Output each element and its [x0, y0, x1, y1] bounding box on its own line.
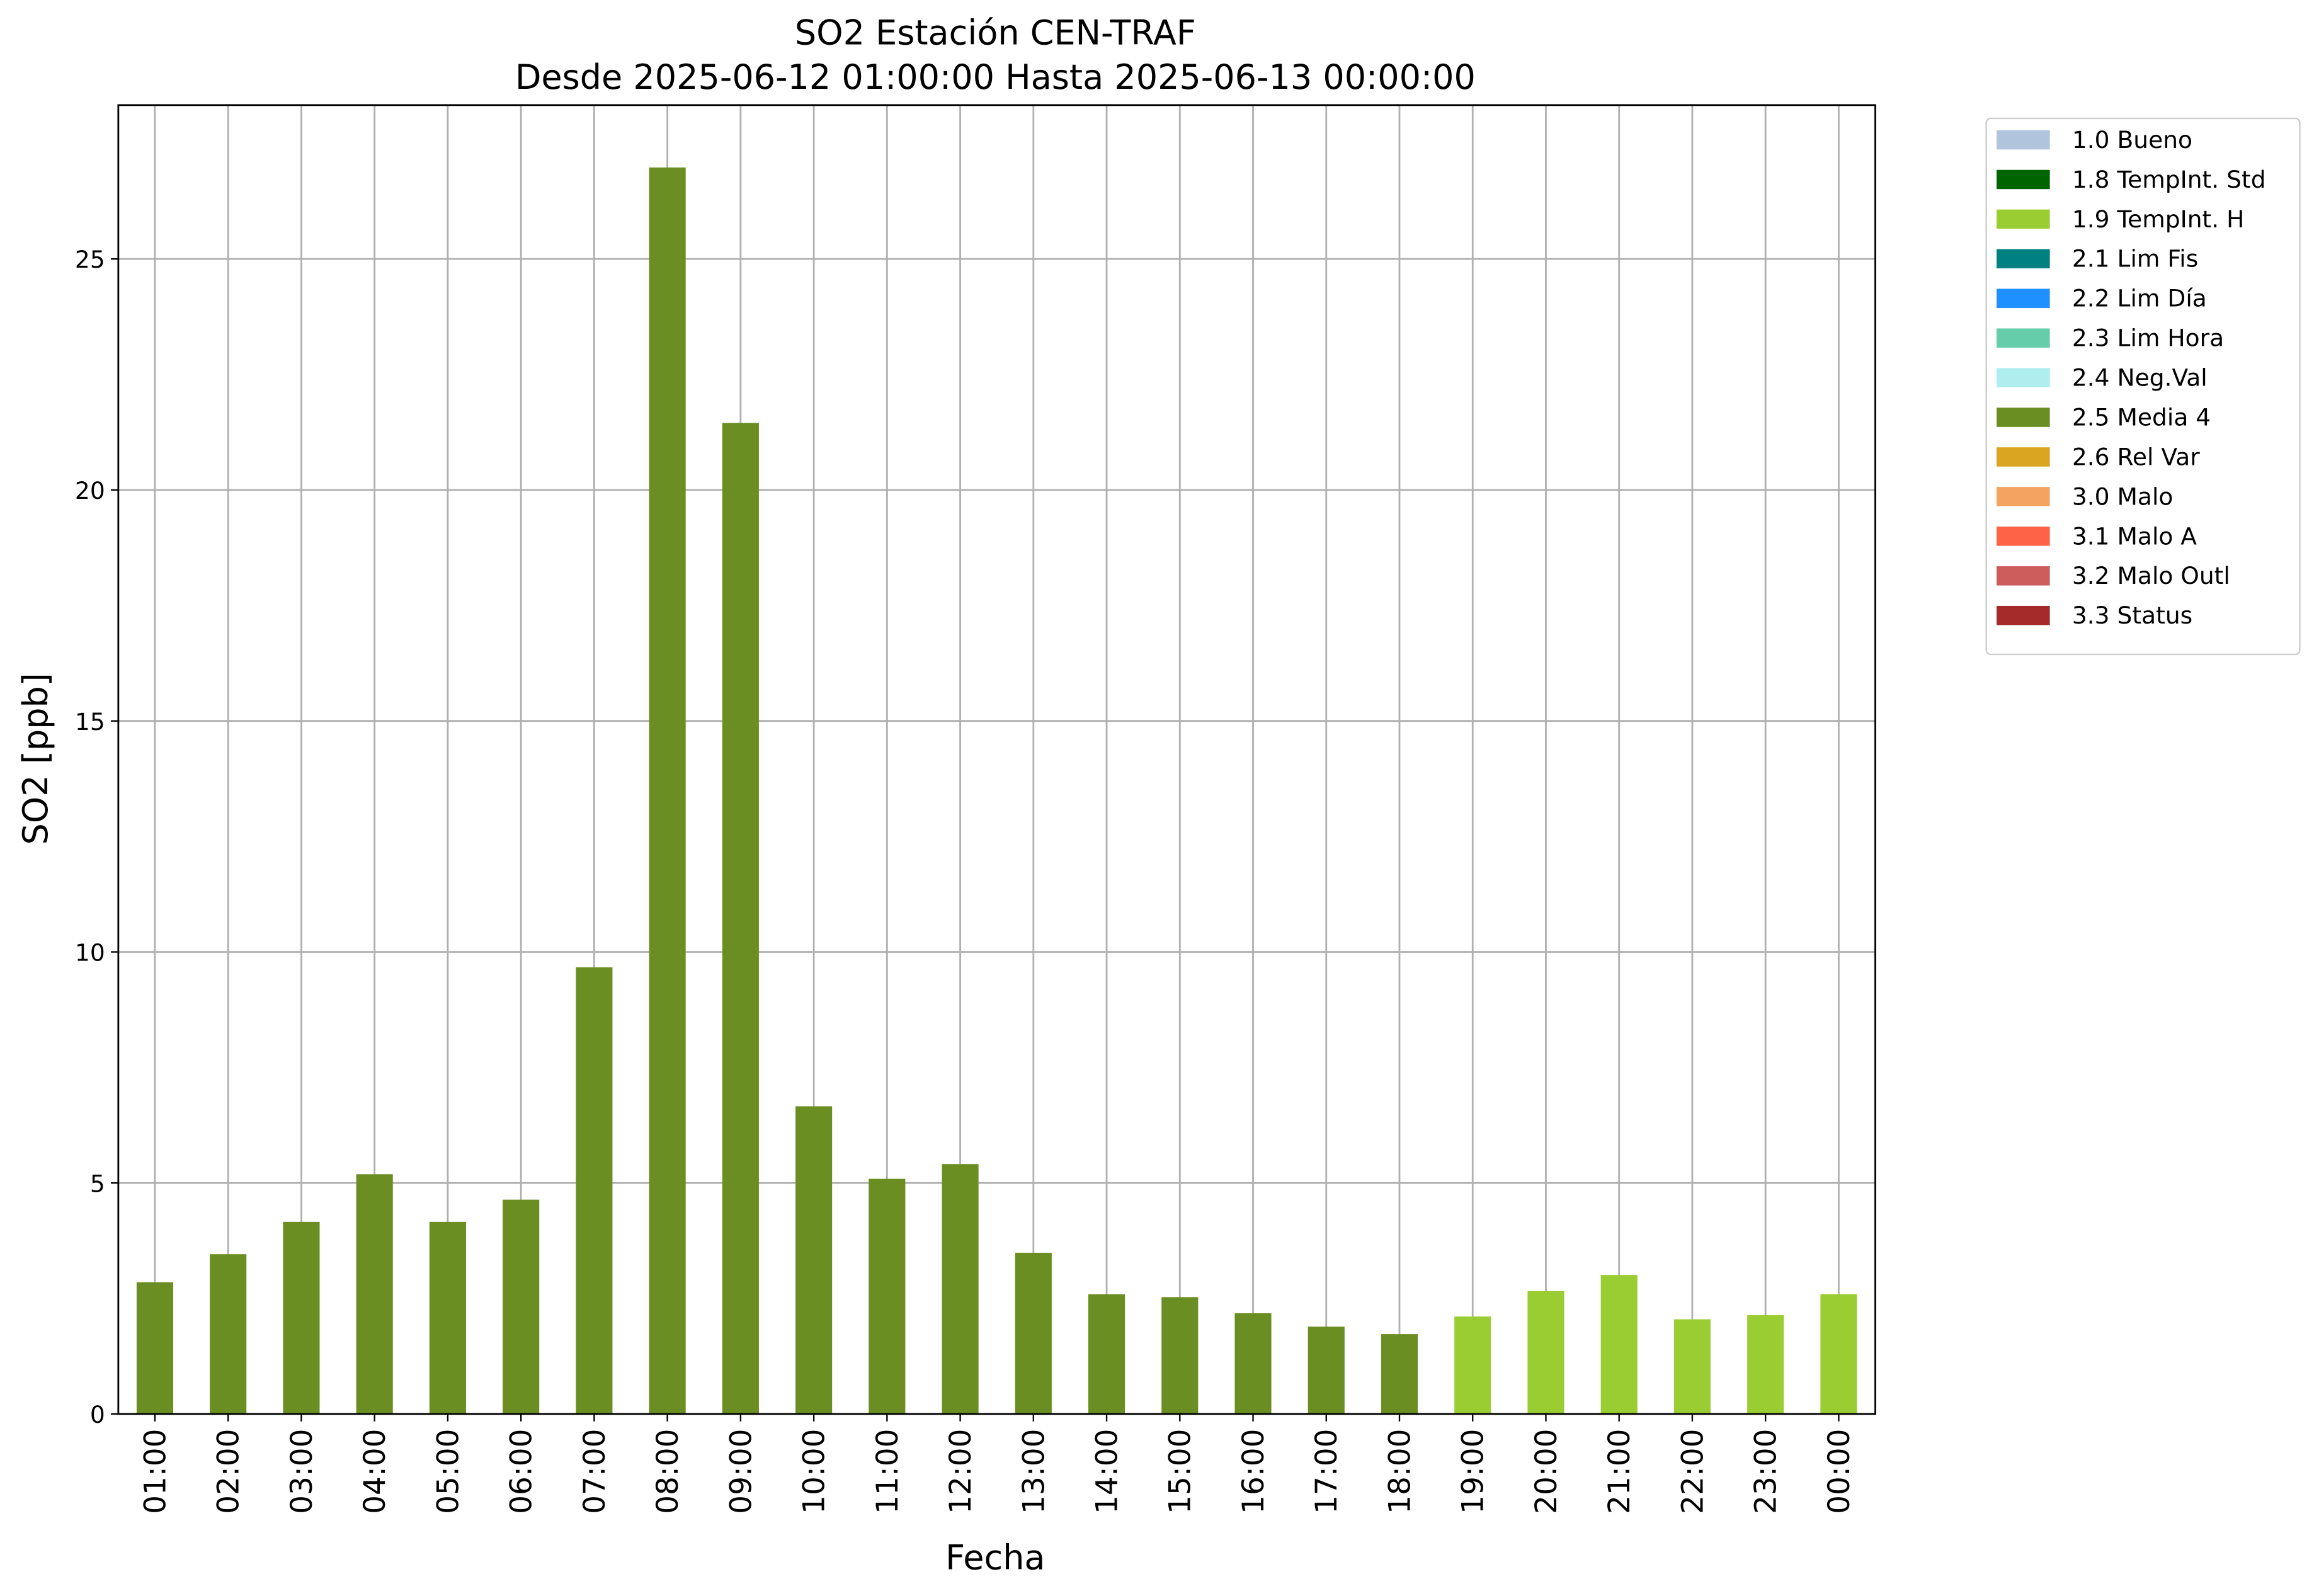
- x-axis-label: Fecha: [945, 1538, 1045, 1578]
- bar: [429, 1221, 466, 1415]
- legend-label: 2.1 Lim Fis: [2072, 245, 2198, 273]
- x-tick-label: 09:00: [724, 1429, 758, 1514]
- legend-label: 3.1 Malo A: [2072, 522, 2197, 550]
- x-tick-label: 15:00: [1163, 1429, 1198, 1514]
- legend-label: 3.3 Status: [2072, 601, 2192, 629]
- legend-label: 2.3 Lim Hora: [2072, 324, 2224, 352]
- bar: [283, 1221, 320, 1415]
- bar: [503, 1199, 540, 1415]
- legend-label: 1.0 Bueno: [2072, 126, 2192, 154]
- legend-swatch: [1997, 487, 2050, 506]
- x-tick-label: 23:00: [1749, 1429, 1784, 1514]
- legend-label: 1.8 TempInt. Std: [2072, 166, 2266, 193]
- x-tick-label: 11:00: [870, 1429, 905, 1514]
- legend-label: 3.0 Malo: [2072, 482, 2174, 510]
- bar: [1747, 1315, 1784, 1415]
- legend-swatch: [1997, 209, 2050, 229]
- bar: [1234, 1313, 1272, 1415]
- x-tick-label: 07:00: [578, 1429, 612, 1514]
- x-tick-label: 13:00: [1017, 1429, 1051, 1514]
- bar: [210, 1254, 247, 1415]
- legend-label: 2.4 Neg.Val: [2072, 364, 2208, 392]
- y-tick-label: 20: [75, 477, 105, 504]
- y-tick-label: 5: [90, 1170, 105, 1197]
- legend-label: 2.2 Lim Día: [2072, 285, 2207, 312]
- x-tick-label: 12:00: [943, 1429, 978, 1514]
- plot-frame: [117, 104, 1876, 1415]
- y-axis-label: SO2 [ppb]: [16, 673, 55, 845]
- bar: [1820, 1294, 1857, 1415]
- bar: [1527, 1291, 1564, 1415]
- y-tick-label: 25: [75, 246, 105, 273]
- y-tick-label: 15: [75, 708, 105, 736]
- legend-box: [1985, 117, 2301, 656]
- x-tick-label: 04:00: [358, 1429, 392, 1514]
- x-tick-label: 19:00: [1456, 1429, 1491, 1514]
- x-tick-label: 02:00: [212, 1429, 246, 1514]
- x-tick-label: 22:00: [1675, 1429, 1710, 1514]
- bar: [722, 423, 759, 1415]
- legend-swatch: [1997, 408, 2050, 427]
- x-tick-label: 18:00: [1382, 1429, 1417, 1514]
- legend-swatch: [1997, 169, 2050, 190]
- legend-swatch: [1997, 130, 2050, 150]
- bar: [795, 1106, 833, 1415]
- bar: [136, 1282, 174, 1415]
- legend-swatch: [1997, 249, 2050, 269]
- y-tick-label: 10: [75, 939, 105, 967]
- bar: [1381, 1334, 1418, 1415]
- legend-swatch: [1997, 527, 2050, 546]
- x-tick-label: 16:00: [1236, 1429, 1271, 1514]
- legend-label: 1.9 TempInt. H: [2072, 205, 2245, 233]
- x-tick-label: 14:00: [1090, 1429, 1124, 1514]
- legend-label: 2.6 Rel Var: [2072, 443, 2200, 470]
- legend-swatch: [1997, 566, 2050, 586]
- x-tick-label: 00:00: [1822, 1429, 1857, 1514]
- bar: [1161, 1297, 1199, 1415]
- bar: [356, 1174, 393, 1415]
- bar: [1088, 1294, 1125, 1415]
- x-tick-label: 05:00: [431, 1429, 465, 1514]
- bar: [1673, 1319, 1711, 1415]
- legend-swatch: [1997, 447, 2050, 467]
- x-tick-label: 10:00: [797, 1429, 832, 1514]
- x-tick-label: 17:00: [1309, 1429, 1344, 1514]
- bar: [869, 1178, 906, 1415]
- bar: [1015, 1253, 1052, 1415]
- legend-swatch: [1997, 328, 2050, 348]
- legend-swatch: [1997, 605, 2050, 625]
- legend-label: 2.5 Media 4: [2072, 403, 2211, 431]
- y-tick-label: 0: [90, 1401, 105, 1428]
- x-tick-label: 21:00: [1602, 1429, 1637, 1514]
- bar: [1600, 1275, 1638, 1415]
- x-tick-label: 08:00: [651, 1429, 685, 1514]
- x-tick-label: 20:00: [1529, 1429, 1564, 1514]
- bar: [649, 167, 686, 1415]
- bar: [576, 967, 613, 1415]
- bar: [1454, 1316, 1491, 1415]
- legend-swatch: [1997, 368, 2050, 387]
- legend-swatch: [1997, 288, 2050, 309]
- bar: [942, 1164, 979, 1415]
- bar: [1308, 1326, 1345, 1415]
- chart-subtitle: Desde 2025-06-12 01:00:00 Hasta 2025-06-…: [515, 57, 1476, 97]
- legend-label: 3.2 Malo Outl: [2072, 562, 2230, 590]
- chart-title: SO2 Estación CEN-TRAF: [795, 13, 1196, 53]
- x-tick-label: 03:00: [285, 1429, 319, 1514]
- x-tick-label: 06:00: [504, 1429, 539, 1514]
- x-tick-label: 01:00: [138, 1429, 173, 1514]
